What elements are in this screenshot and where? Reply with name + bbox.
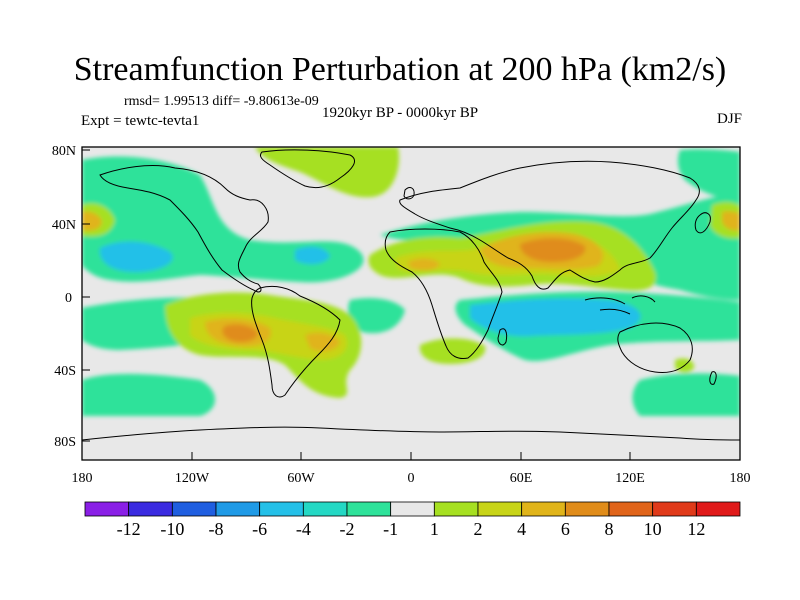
coast-eurasia	[399, 160, 700, 290]
plot-title: Streamfunction Perturbation at 200 hPa (…	[73, 51, 727, 88]
colorbar-swatch	[84, 501, 130, 517]
colorbar-swatch	[521, 501, 566, 517]
lon-label-180e: 180	[730, 471, 751, 486]
lat-label-80s: 80S	[54, 435, 76, 450]
period-label: 1920kyr BP - 0000kyr BP	[322, 105, 479, 121]
experiment-label: Expt = tewtc-tevta1	[81, 113, 200, 129]
colorbar-label: -10	[160, 519, 184, 539]
coast-australia	[617, 322, 693, 373]
coast-indonesia	[584, 295, 656, 315]
contour-spac-east-green	[632, 373, 740, 416]
colorbar-label: 10	[644, 519, 662, 539]
coastlines	[82, 149, 740, 441]
contour-npac-east-green	[677, 149, 740, 200]
colorbar-label: 12	[687, 519, 705, 539]
colorbar-label: -2	[340, 519, 355, 539]
colorbar-label: -4	[296, 519, 311, 539]
coast-south-america	[251, 285, 341, 398]
contour-asia-darkorange	[520, 238, 586, 262]
contour-dateline-olive-w	[82, 211, 102, 231]
colorbar-swatch	[171, 501, 217, 517]
colorbar-label: 8	[605, 519, 614, 539]
lat-label-80n: 80N	[52, 144, 76, 159]
colorbar-swatch	[259, 501, 304, 517]
coast-japan	[694, 212, 711, 234]
contour-dateline-olive-e	[722, 211, 740, 231]
colorbar-swatch	[477, 501, 523, 517]
streamfunction-field	[82, 147, 740, 460]
colorbar-swatch	[215, 501, 261, 517]
contour-greenland-lime	[255, 147, 400, 198]
colorbar-swatch	[346, 501, 392, 517]
lat-ticks-left	[82, 149, 90, 442]
colorbar-label: 6	[561, 519, 570, 539]
colorbar-swatch	[302, 501, 348, 517]
lon-label-60w: 60W	[287, 471, 315, 486]
lon-label-120e: 120E	[615, 471, 645, 486]
coast-antarctica	[82, 426, 740, 441]
colorbar-swatch	[652, 501, 697, 517]
coast-uk	[403, 187, 415, 200]
colorbar-swatch	[564, 501, 610, 517]
contour-sahara-orange	[408, 258, 440, 271]
contour-natl-cyan	[295, 246, 330, 265]
colorbar-swatch	[608, 501, 654, 517]
lon-label-180w: 180	[72, 471, 93, 486]
coast-greenland	[259, 149, 355, 189]
colorbar	[84, 501, 741, 517]
colorbar-swatch	[390, 501, 435, 517]
colorbar-label: -6	[252, 519, 267, 539]
colorbar-label: -12	[117, 519, 141, 539]
contour-npac-cyan	[99, 241, 173, 272]
colorbar-label: -1	[383, 519, 398, 539]
lat-label-0: 0	[65, 291, 72, 306]
colorbar-labels: -12 -10 -8 -6 -4 -2 -1 1 2 4 6 8 10 12	[117, 519, 706, 539]
colorbar-label: -8	[209, 519, 224, 539]
colorbar-label: 2	[474, 519, 483, 539]
lat-labels: 80N 40N 0 40S 80S	[52, 144, 76, 450]
season-label: DJF	[716, 111, 742, 127]
lat-label-40s: 40S	[54, 364, 76, 379]
coast-north-america	[99, 165, 269, 293]
coast-new-zealand	[709, 371, 717, 385]
lon-labels: 180 120W 60W 0 60E 120E 180	[72, 471, 751, 486]
lat-label-40n: 40N	[52, 218, 76, 233]
lon-label-60e: 60E	[510, 471, 533, 486]
colorbar-label: 1	[430, 519, 439, 539]
contour-spac-green	[82, 373, 215, 416]
lon-ticks	[81, 452, 741, 460]
contour-trop-cyan-e	[470, 298, 641, 337]
colorbar-swatch	[433, 501, 479, 517]
contour-satl-green	[348, 298, 405, 334]
colorbar-label: 4	[517, 519, 526, 539]
lon-label-0: 0	[408, 471, 415, 486]
stats-label: rmsd= 1.99513 diff= -9.80613e-09	[124, 94, 319, 109]
contour-sam-darkorange	[222, 324, 258, 342]
coast-madagascar	[497, 328, 508, 346]
lon-label-120w: 120W	[175, 471, 210, 486]
colorbar-swatch	[128, 501, 173, 517]
colorbar-swatch	[695, 501, 741, 517]
contour-sam-orange-e	[305, 332, 340, 352]
coast-africa	[384, 228, 503, 359]
